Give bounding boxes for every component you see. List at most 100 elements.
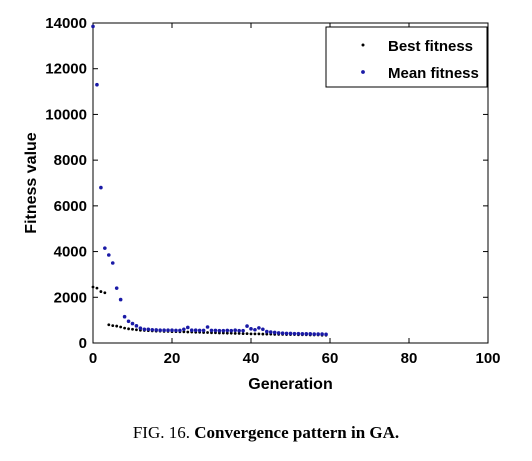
data-point xyxy=(122,314,127,319)
data-point xyxy=(221,328,226,333)
figure-caption: FIG. 16. Convergence pattern in GA. xyxy=(0,423,532,443)
data-point xyxy=(245,324,249,328)
plot-frame xyxy=(92,22,489,344)
data-point xyxy=(237,332,241,335)
data-point xyxy=(253,327,257,332)
x-tick-label: 20 xyxy=(164,350,181,367)
data-point xyxy=(257,332,261,336)
data-point xyxy=(261,332,265,336)
figure-caption-label: FIG. 16. xyxy=(132,423,190,442)
data-point xyxy=(154,328,158,332)
data-point xyxy=(257,326,261,330)
data-point xyxy=(272,330,277,335)
x-tick-label: 80 xyxy=(401,350,418,367)
data-point xyxy=(249,332,253,336)
data-point xyxy=(312,332,317,336)
data-point xyxy=(265,329,269,334)
data-point xyxy=(91,285,95,289)
data-point xyxy=(131,327,134,331)
data-points xyxy=(91,24,328,337)
data-point xyxy=(308,332,313,336)
data-point xyxy=(189,328,194,333)
data-point xyxy=(99,290,103,293)
data-point xyxy=(229,331,233,335)
data-point xyxy=(135,328,138,332)
legend-marker xyxy=(361,43,365,47)
data-point xyxy=(91,24,95,29)
data-point xyxy=(166,328,170,333)
data-point xyxy=(186,325,190,330)
series-mean-fitness xyxy=(91,24,328,337)
y-tick-label: 8000 xyxy=(54,152,87,169)
data-point xyxy=(118,297,123,302)
series-best-fitness xyxy=(91,285,328,337)
y-tick-label: 6000 xyxy=(54,198,87,215)
x-tick-label: 0 xyxy=(89,350,97,367)
data-point xyxy=(126,319,131,324)
data-point xyxy=(320,332,324,336)
data-point xyxy=(304,332,309,336)
data-point xyxy=(110,261,115,265)
data-point xyxy=(206,331,209,334)
data-point xyxy=(237,328,241,333)
legend-label: Best fitness xyxy=(388,38,473,55)
data-point xyxy=(162,328,166,333)
y-tick-label: 2000 xyxy=(54,289,87,306)
chart: 0 20 40 60 80 100 0 2000 4000 6000 8000 10000 12000 1… xyxy=(23,15,501,393)
data-point xyxy=(288,331,293,336)
data-point xyxy=(292,331,297,336)
data-point xyxy=(197,328,202,333)
data-point xyxy=(99,185,103,190)
data-point xyxy=(174,328,178,333)
data-point xyxy=(217,328,222,333)
x-axis-label: Generation xyxy=(248,376,332,393)
x-tick-label: 100 xyxy=(475,350,500,367)
data-point xyxy=(119,325,123,329)
data-point xyxy=(201,328,206,333)
data-point xyxy=(186,330,190,334)
data-point xyxy=(300,332,305,336)
data-point xyxy=(245,332,249,336)
y-tick-label: 14000 xyxy=(45,15,87,32)
data-point xyxy=(130,321,135,326)
y-axis-label: Fitness value xyxy=(23,132,40,233)
data-point xyxy=(114,286,119,290)
legend-label: Mean fitness xyxy=(388,65,479,82)
legend: Best fitness Mean fitness xyxy=(325,26,488,88)
data-point xyxy=(233,332,237,335)
data-point xyxy=(182,330,186,334)
data-point xyxy=(107,323,111,327)
data-point xyxy=(134,324,139,328)
figure-caption-title: Convergence pattern in GA. xyxy=(194,423,400,442)
data-point xyxy=(205,325,210,329)
data-point xyxy=(95,286,99,290)
data-point xyxy=(111,324,115,328)
data-point xyxy=(225,331,229,335)
data-point xyxy=(115,324,119,328)
data-point xyxy=(316,332,320,336)
data-point xyxy=(253,332,257,336)
y-tick-label: 10000 xyxy=(45,106,87,123)
data-point xyxy=(229,328,234,333)
data-point xyxy=(225,328,230,333)
data-point xyxy=(241,332,245,336)
data-point xyxy=(138,326,143,330)
data-point xyxy=(324,332,328,337)
data-point xyxy=(182,327,186,332)
y-tick-label: 0 xyxy=(79,335,87,352)
y-tick-label: 4000 xyxy=(54,244,87,261)
data-point xyxy=(284,331,289,336)
data-point xyxy=(209,328,214,333)
data-point xyxy=(127,327,130,331)
legend-box xyxy=(325,26,488,88)
data-point xyxy=(150,327,155,332)
data-point xyxy=(103,291,107,295)
data-point xyxy=(241,328,245,333)
data-point xyxy=(103,246,107,250)
data-point xyxy=(296,331,301,336)
data-point xyxy=(95,82,99,87)
data-point xyxy=(249,327,253,331)
data-point xyxy=(265,332,269,336)
y-tick-label: 12000 xyxy=(45,61,87,78)
data-point xyxy=(193,328,198,333)
